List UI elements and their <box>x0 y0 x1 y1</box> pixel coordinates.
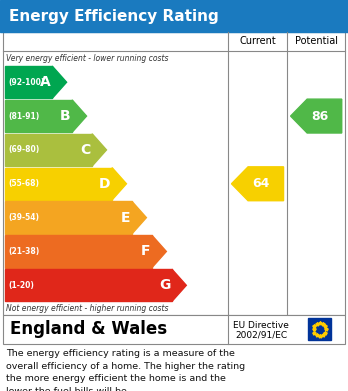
Polygon shape <box>132 201 147 234</box>
Text: Current: Current <box>239 36 276 47</box>
Text: 64: 64 <box>253 177 270 190</box>
Bar <box>5 235 152 267</box>
Text: (92-100): (92-100) <box>9 78 45 87</box>
Text: (39-54): (39-54) <box>9 213 40 222</box>
Text: (21-38): (21-38) <box>9 247 40 256</box>
Text: F: F <box>141 244 150 258</box>
Text: 86: 86 <box>311 109 329 122</box>
Text: Very energy efficient - lower running costs: Very energy efficient - lower running co… <box>6 54 169 63</box>
Text: Potential: Potential <box>295 36 338 47</box>
Bar <box>5 269 172 301</box>
Text: The energy efficiency rating is a measure of the
overall efficiency of a home. T: The energy efficiency rating is a measur… <box>6 349 245 391</box>
Text: G: G <box>159 278 170 292</box>
Text: D: D <box>99 177 110 191</box>
Text: (69-80): (69-80) <box>9 145 40 154</box>
Bar <box>5 100 72 132</box>
Bar <box>5 66 52 99</box>
Polygon shape <box>231 167 284 201</box>
Bar <box>5 201 132 234</box>
Text: 2002/91/EC: 2002/91/EC <box>235 330 287 339</box>
Bar <box>3 315 345 344</box>
Text: Not energy efficient - higher running costs: Not energy efficient - higher running co… <box>6 304 169 314</box>
Text: B: B <box>60 109 70 123</box>
Polygon shape <box>152 235 166 267</box>
Text: (1-20): (1-20) <box>9 281 34 290</box>
Text: C: C <box>80 143 90 157</box>
Text: Energy Efficiency Rating: Energy Efficiency Rating <box>9 9 219 23</box>
Polygon shape <box>172 269 186 301</box>
Polygon shape <box>52 66 66 99</box>
Text: England & Wales: England & Wales <box>10 320 167 339</box>
Polygon shape <box>92 134 106 166</box>
Text: (81-91): (81-91) <box>9 111 40 120</box>
Bar <box>0 0 348 32</box>
Bar <box>3 32 345 315</box>
Text: (55-68): (55-68) <box>9 179 40 188</box>
Bar <box>5 134 92 166</box>
Polygon shape <box>72 100 87 132</box>
Polygon shape <box>291 99 342 133</box>
Text: EU Directive: EU Directive <box>233 321 289 330</box>
Text: A: A <box>40 75 50 89</box>
Bar <box>5 168 112 200</box>
Bar <box>308 318 331 340</box>
Polygon shape <box>112 168 126 200</box>
Text: E: E <box>121 211 130 224</box>
